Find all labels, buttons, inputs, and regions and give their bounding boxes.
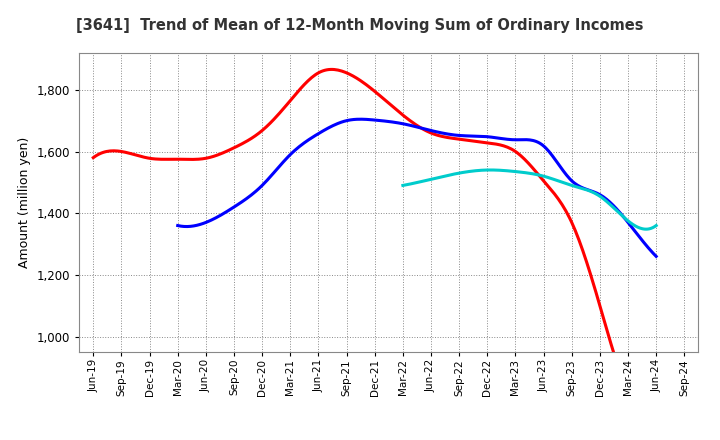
Y-axis label: Amount (million yen): Amount (million yen) (18, 137, 31, 268)
Text: [3641]  Trend of Mean of 12-Month Moving Sum of Ordinary Incomes: [3641] Trend of Mean of 12-Month Moving … (76, 18, 644, 33)
